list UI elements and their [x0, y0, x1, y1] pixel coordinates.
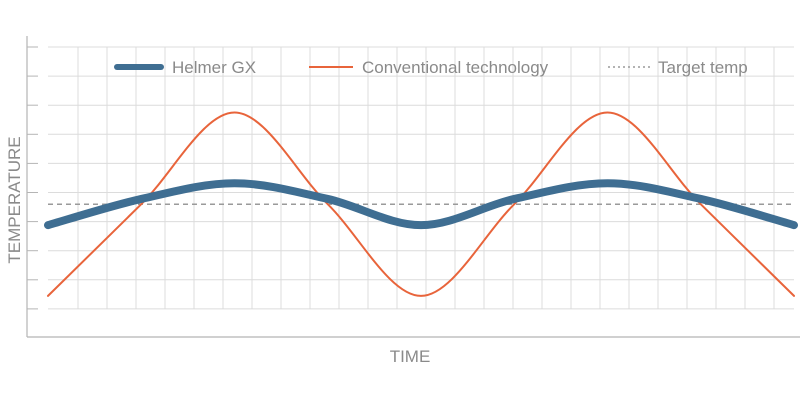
legend-label-helmer-gx: Helmer GX [172, 58, 256, 77]
axes [26, 36, 800, 338]
legend-label-target-temp: Target temp [658, 58, 748, 77]
legend-label-conventional-technology: Conventional technology [362, 58, 549, 77]
grid [48, 46, 794, 310]
x-axis-label: TIME [390, 347, 431, 366]
series-line-helmer-gx [44, 179, 798, 230]
series-layer [44, 111, 798, 297]
legend: Helmer GX Conventional technology Target… [114, 58, 748, 77]
series-line-conventional-technology [47, 111, 795, 297]
y-axis-label: TEMPERATURE [5, 136, 24, 263]
